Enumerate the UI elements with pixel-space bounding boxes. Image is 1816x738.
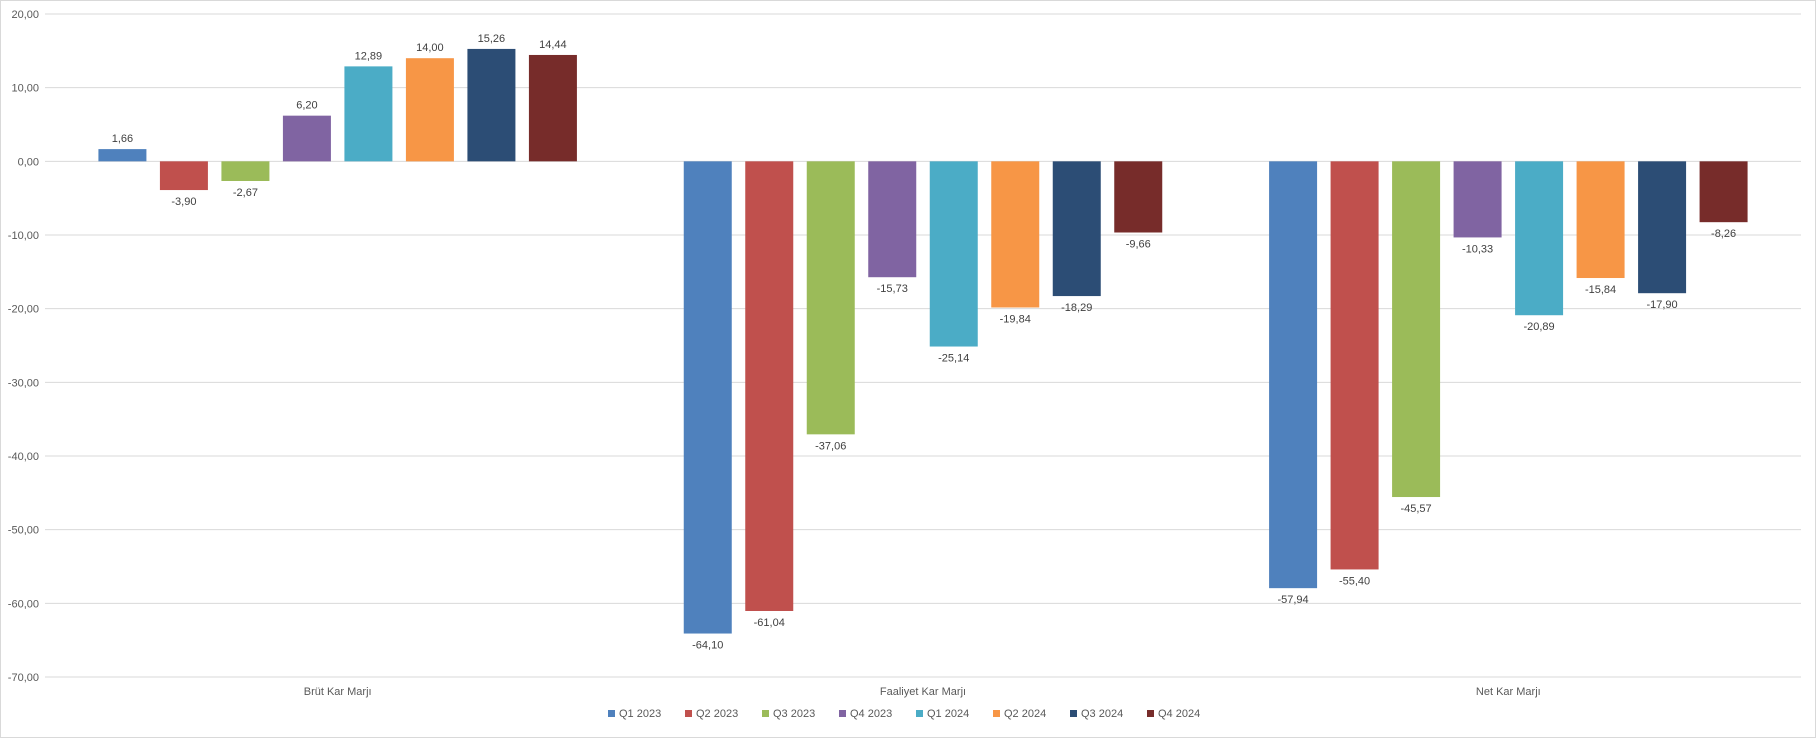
- bar: [221, 161, 270, 182]
- bars: [98, 48, 1748, 634]
- data-label: -55,40: [1339, 575, 1370, 587]
- legend-label: Q4 2024: [1158, 708, 1200, 720]
- bar: [1392, 161, 1441, 498]
- legend-label: Q4 2023: [850, 708, 892, 720]
- data-label: -45,57: [1400, 503, 1431, 515]
- y-tick-label: 20,00: [11, 9, 39, 21]
- bar: [806, 161, 855, 435]
- gridlines: [45, 13, 1801, 678]
- legend: Q1 2023 Q2 2023 Q3 2023 Q4 2023 Q1 2024 Q2 20…: [608, 708, 1200, 720]
- y-tick-label: 10,00: [11, 83, 39, 95]
- legend-label: Q2 2024: [1004, 708, 1046, 720]
- bar: [1576, 161, 1625, 279]
- bar: [683, 161, 732, 634]
- y-tick-label: -20,00: [8, 304, 39, 316]
- data-label: -9,66: [1126, 238, 1151, 250]
- bar: [868, 161, 917, 278]
- data-label: 12,89: [355, 50, 383, 62]
- bar: [467, 48, 516, 162]
- y-tick-label: 0,00: [18, 156, 39, 168]
- data-label: -17,90: [1646, 299, 1677, 311]
- data-label: 14,00: [416, 42, 444, 54]
- y-axis: 20,00 10,00 0,00 -10,00 -20,00 -30,00 -40,00 -5…: [8, 9, 39, 684]
- y-tick-label: -30,00: [8, 377, 39, 389]
- data-label: 14,44: [539, 39, 567, 51]
- data-label: -15,84: [1585, 284, 1616, 296]
- legend-label: Q1 2023: [619, 708, 661, 720]
- bar: [1269, 161, 1318, 589]
- y-tick-label: -50,00: [8, 525, 39, 537]
- data-label: -18,29: [1061, 302, 1092, 314]
- bar: [344, 66, 393, 162]
- bar: [745, 161, 794, 611]
- data-label: -57,94: [1277, 594, 1308, 606]
- bar: [991, 161, 1040, 308]
- data-label: 1,66: [112, 133, 133, 145]
- x-category-label: Net Kar Marjı: [1476, 686, 1541, 698]
- legend-swatch: [839, 710, 846, 717]
- y-tick-label: -60,00: [8, 598, 39, 610]
- bar: [1330, 161, 1379, 570]
- bar: [1114, 161, 1163, 233]
- data-label: -8,26: [1711, 228, 1736, 240]
- data-label: -3,90: [171, 196, 196, 208]
- data-label: -37,06: [815, 440, 846, 452]
- legend-swatch: [1147, 710, 1154, 717]
- data-label: -2,67: [233, 187, 258, 199]
- bar: [1638, 161, 1687, 294]
- legend-swatch: [993, 710, 1000, 717]
- data-labels: 1,66 -3,90 -2,67 6,20 12,89 14,00 15,26 14,44 -6…: [112, 33, 1736, 652]
- bar: [405, 58, 454, 162]
- data-label: -61,04: [754, 617, 785, 629]
- y-tick-label: -10,00: [8, 230, 39, 242]
- data-label: -25,14: [938, 353, 969, 365]
- legend-label: Q3 2023: [773, 708, 815, 720]
- x-category-label: Brüt Kar Marjı: [304, 686, 372, 698]
- bar: [282, 115, 331, 162]
- data-label: -64,10: [692, 640, 723, 652]
- legend-swatch: [916, 710, 923, 717]
- legend-swatch: [762, 710, 769, 717]
- data-label: -15,73: [877, 283, 908, 295]
- bar: [159, 161, 208, 191]
- data-label: -19,84: [1000, 313, 1031, 325]
- x-axis: Brüt Kar Marjı Faaliyet Kar Marjı Net Kar …: [304, 686, 1541, 698]
- bar: [1515, 161, 1564, 316]
- bar: [98, 149, 147, 162]
- legend-label: Q3 2024: [1081, 708, 1123, 720]
- legend-swatch: [608, 710, 615, 717]
- data-label: 15,26: [478, 33, 506, 45]
- data-label: -20,89: [1523, 321, 1554, 333]
- data-label: -10,33: [1462, 243, 1493, 255]
- y-tick-label: -70,00: [8, 672, 39, 684]
- legend-label: Q1 2024: [927, 708, 969, 720]
- data-label: 6,20: [296, 100, 317, 112]
- bar: [929, 161, 978, 347]
- bar: [1052, 161, 1101, 297]
- legend-label: Q2 2023: [696, 708, 738, 720]
- bar: [1453, 161, 1502, 238]
- legend-swatch: [1070, 710, 1077, 717]
- bar: [528, 54, 577, 162]
- y-tick-label: -40,00: [8, 451, 39, 463]
- x-category-label: Faaliyet Kar Marjı: [880, 686, 966, 698]
- legend-swatch: [685, 710, 692, 717]
- bar: [1699, 161, 1748, 223]
